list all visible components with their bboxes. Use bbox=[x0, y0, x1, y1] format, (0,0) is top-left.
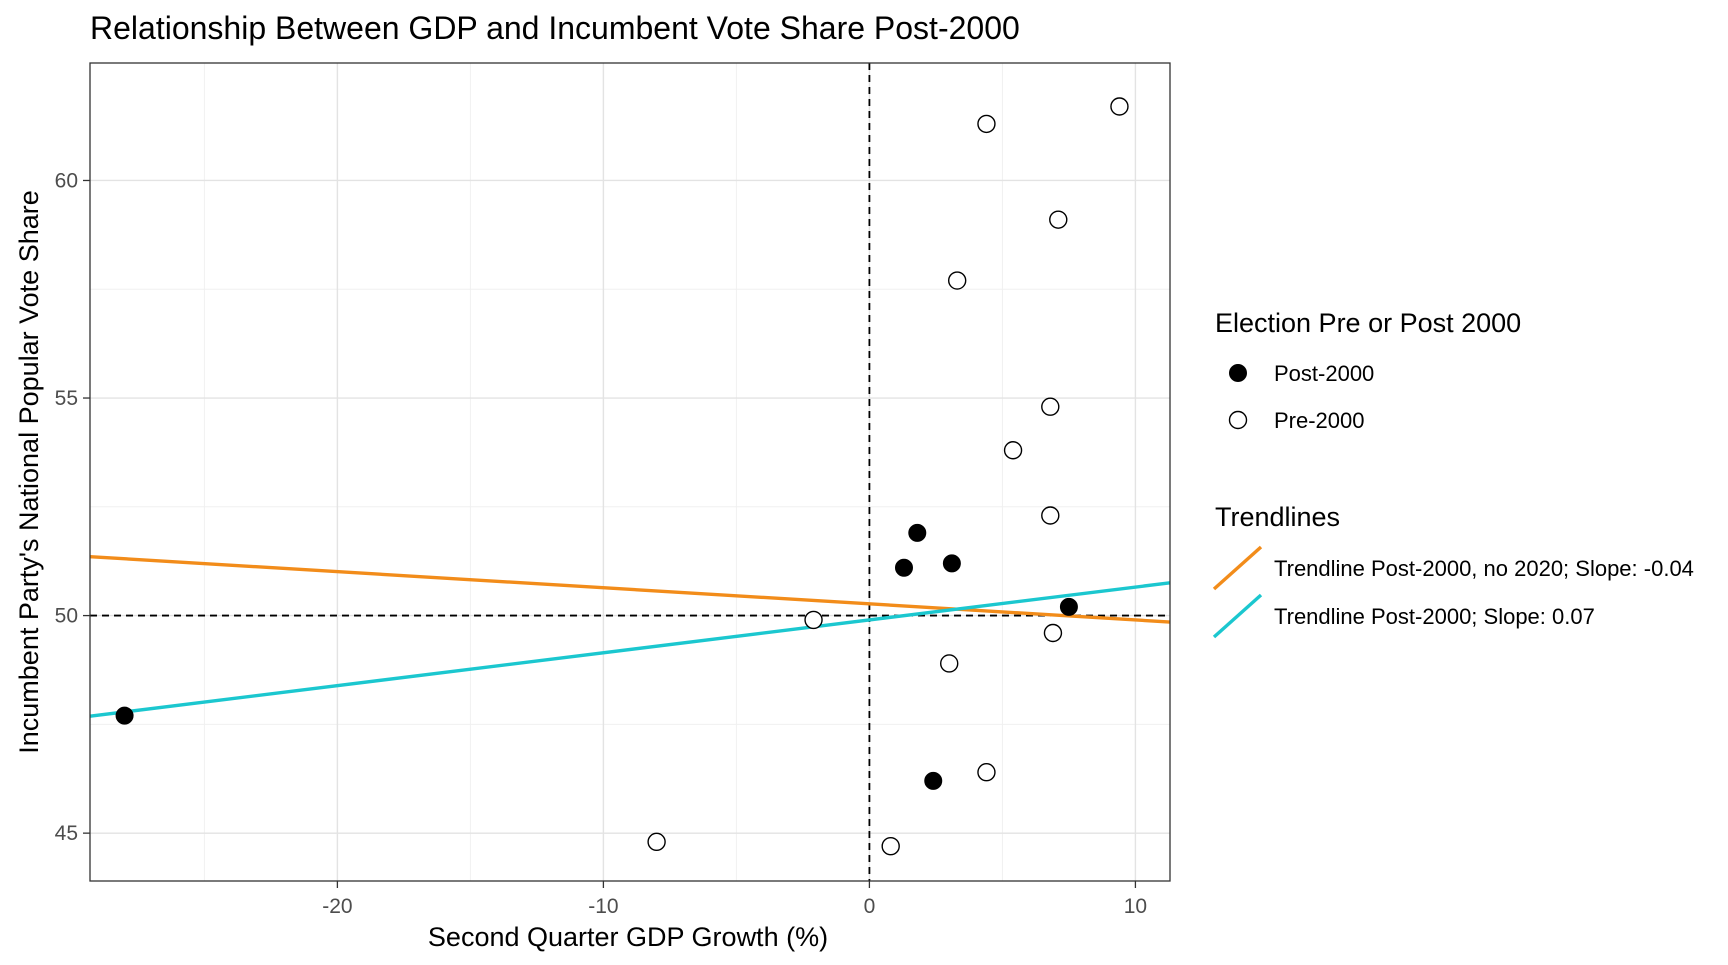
point-pre-2000 bbox=[1049, 210, 1068, 229]
point-pre-2000 bbox=[1003, 441, 1023, 460]
point-pre-2000 bbox=[940, 654, 959, 673]
point-pre-2000 bbox=[1041, 397, 1060, 416]
point-post-2000 bbox=[894, 558, 913, 577]
point-pre-2000 bbox=[977, 114, 996, 134]
point-post-2000 bbox=[908, 523, 927, 542]
point-pre-2000 bbox=[947, 271, 967, 290]
legend-point-key bbox=[1228, 410, 1248, 430]
data-points bbox=[115, 97, 1129, 856]
point-pre-2000 bbox=[1110, 97, 1129, 116]
point-pre-2000 bbox=[881, 836, 900, 856]
grid bbox=[90, 63, 1170, 881]
x-axis-label: Second Quarter GDP Growth (%) bbox=[428, 922, 828, 952]
y-tick-label: 50 bbox=[55, 605, 78, 628]
legend-point-key bbox=[1229, 364, 1247, 382]
legend-point-label: Post-2000 bbox=[1274, 361, 1374, 386]
legend-line-key bbox=[1212, 593, 1263, 639]
legend-lines-title: Trendlines bbox=[1215, 502, 1340, 532]
legend-points-title: Election Pre or Post 2000 bbox=[1215, 308, 1521, 338]
point-pre-2000 bbox=[804, 610, 823, 630]
point-post-2000 bbox=[924, 771, 943, 790]
chart-title: Relationship Between GDP and Incumbent V… bbox=[90, 10, 1020, 46]
x-tick-label: 10 bbox=[1124, 895, 1147, 918]
trendlines bbox=[89, 554, 1171, 718]
legend-line-entries: Trendline Post-2000, no 2020; Slope: -0.… bbox=[1212, 545, 1694, 639]
y-axis-label: Incumbent Party's National Popular Vote … bbox=[14, 190, 44, 753]
trendline-1 bbox=[89, 554, 1171, 624]
point-pre-2000 bbox=[1043, 623, 1063, 643]
point-post-2000 bbox=[942, 554, 961, 573]
x-tick-label: -10 bbox=[588, 895, 618, 918]
point-pre-2000 bbox=[1041, 506, 1060, 525]
point-pre-2000 bbox=[977, 763, 996, 782]
y-tick-label: 45 bbox=[55, 822, 78, 845]
reference-lines bbox=[90, 63, 1170, 881]
point-post-2000 bbox=[115, 706, 134, 725]
legend-line-label: Trendline Post-2000, no 2020; Slope: -0.… bbox=[1274, 556, 1694, 581]
plot-border bbox=[89, 62, 1171, 882]
legend: Election Pre or Post 2000 Post-2000 Pre-2… bbox=[1212, 308, 1694, 639]
legend-point-entries: Post-2000 Pre-2000 bbox=[1228, 361, 1374, 433]
legend-line-key bbox=[1212, 545, 1263, 591]
legend-line-label: Trendline Post-2000; Slope: 0.07 bbox=[1274, 604, 1595, 629]
point-pre-2000 bbox=[647, 832, 666, 852]
x-tick-label: -20 bbox=[322, 895, 352, 918]
trendline-2 bbox=[89, 581, 1171, 718]
x-tick-label: 0 bbox=[864, 895, 876, 918]
y-tick-label: 55 bbox=[55, 387, 78, 410]
axis-ticks: -20 -10 0 10 45 50 55 60 bbox=[55, 169, 1147, 918]
y-tick-label: 60 bbox=[55, 169, 78, 192]
legend-point-label: Pre-2000 bbox=[1274, 408, 1365, 433]
point-post-2000 bbox=[1059, 597, 1078, 616]
